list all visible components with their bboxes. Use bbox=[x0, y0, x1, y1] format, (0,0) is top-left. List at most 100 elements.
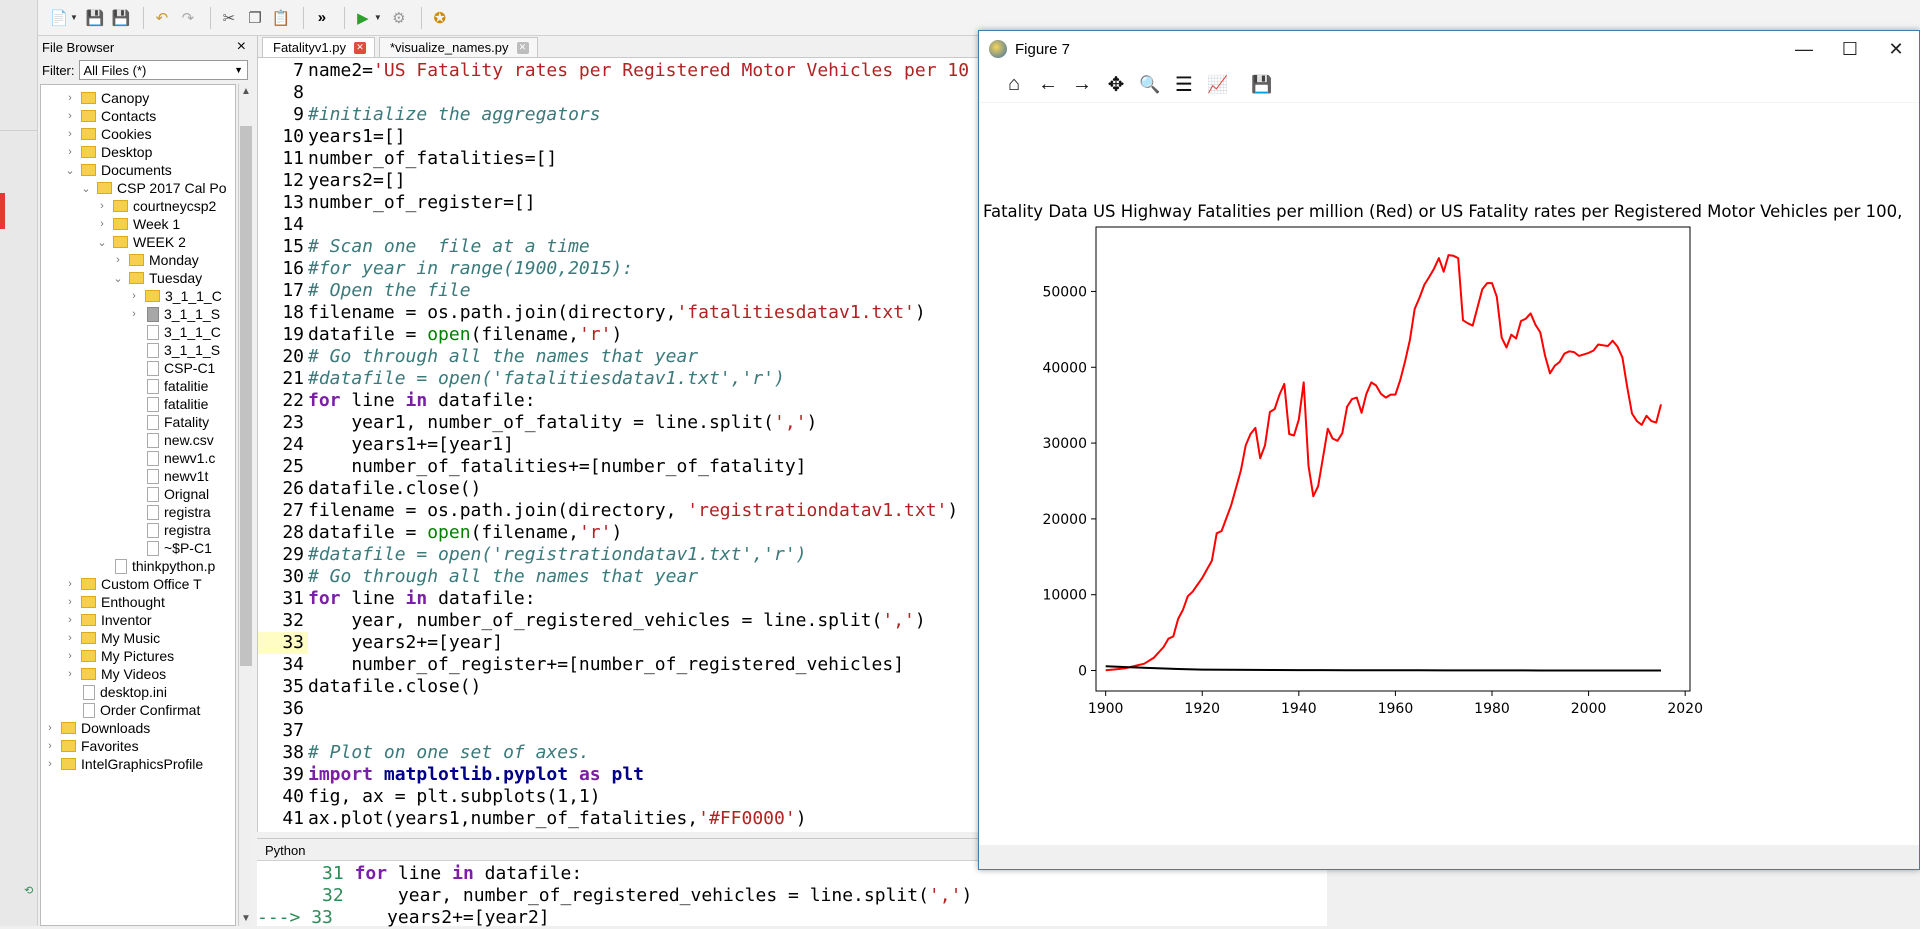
tree-item[interactable]: ⌄ Tuesday bbox=[111, 267, 202, 289]
tree-item[interactable]: › Custom Office T bbox=[63, 573, 201, 595]
tree-item[interactable]: Fatality bbox=[127, 411, 209, 433]
interrupt-kernel-icon[interactable]: ✪ bbox=[433, 9, 447, 27]
tree-item[interactable]: › Canopy bbox=[63, 87, 149, 109]
tree-item[interactable]: › My Music bbox=[63, 627, 160, 649]
scroll-up-icon[interactable]: ▲ bbox=[241, 86, 251, 97]
code-line[interactable]: 33 years2+=[year] bbox=[258, 632, 1328, 654]
close-icon[interactable]: × bbox=[236, 38, 246, 55]
code-line[interactable]: 13 number_of_register=[] bbox=[258, 192, 1328, 214]
tree-item[interactable]: 3_1_1_C bbox=[127, 321, 221, 343]
tree-item[interactable]: registra bbox=[127, 501, 211, 523]
close-tab-icon[interactable]: ✕ bbox=[353, 41, 366, 54]
code-line[interactable]: 8 bbox=[258, 82, 1328, 104]
code-line[interactable]: 39 import matplotlib.pyplot as plt bbox=[258, 764, 1328, 786]
chevron-right-icon[interactable]: › bbox=[116, 254, 120, 266]
code-line[interactable]: 30 # Go through all the names that year bbox=[258, 566, 1328, 588]
forward-arrow-icon[interactable]: → bbox=[1072, 73, 1092, 95]
code-line[interactable]: 31 for line in datafile: bbox=[258, 588, 1328, 610]
tree-item[interactable]: 3_1_1_S bbox=[127, 339, 220, 361]
save-icon[interactable]: 💾 bbox=[111, 9, 131, 27]
tree-item[interactable]: › Favorites bbox=[43, 735, 138, 757]
code-line[interactable]: 28 datafile = open(filename,'r') bbox=[258, 522, 1328, 544]
home-icon[interactable]: ⌂ bbox=[1007, 73, 1021, 95]
chevron-right-icon[interactable]: › bbox=[68, 650, 72, 662]
copy-icon[interactable]: ❐ bbox=[248, 9, 262, 27]
tree-item[interactable]: › 3_1_1_C bbox=[127, 285, 222, 307]
chevron-right-icon[interactable]: › bbox=[48, 722, 52, 734]
scroll-down-icon[interactable]: ▼ bbox=[241, 913, 251, 924]
edit-axis-icon[interactable]: 📈 bbox=[1207, 74, 1229, 94]
tree-item[interactable]: › courtneycsp2 bbox=[95, 195, 216, 217]
tree-item[interactable]: ~$P-C1 bbox=[127, 537, 212, 559]
tree-item[interactable]: ⌄ Documents bbox=[63, 159, 171, 181]
code-line[interactable]: 21 #datafile = open('fatalitiesdatav1.txt… bbox=[258, 368, 1328, 390]
chevron-right-icon[interactable]: › bbox=[100, 218, 104, 230]
code-line[interactable]: 18 filename = os.path.join(directory,'fat… bbox=[258, 302, 1328, 324]
tree-item[interactable]: › Inventor bbox=[63, 609, 151, 631]
tree-item[interactable]: registra bbox=[127, 519, 211, 541]
tree-item[interactable]: new.csv bbox=[127, 429, 214, 451]
tree-item[interactable]: › 3_1_1_S bbox=[127, 303, 220, 325]
plot-canvas[interactable]: Fatality Data US Highway Fatalities per … bbox=[979, 103, 1919, 837]
maximize-icon[interactable]: ☐ bbox=[1841, 38, 1859, 59]
tab-fatalityv1[interactable]: Fatalityv1.py ✕ bbox=[262, 37, 375, 57]
code-line[interactable]: 12 years2=[] bbox=[258, 170, 1328, 192]
chevron-right-icon[interactable]: › bbox=[68, 614, 72, 626]
zoom-icon[interactable]: 🔍 bbox=[1139, 74, 1161, 94]
chevron-down-icon[interactable]: ⌄ bbox=[81, 182, 91, 195]
tree-item[interactable]: ⌄ WEEK 2 bbox=[95, 231, 186, 253]
tree-item[interactable]: › Cookies bbox=[63, 123, 151, 145]
tab-visualize-names[interactable]: *visualize_names.py ✕ bbox=[378, 37, 538, 57]
chevron-down-icon[interactable]: ⌄ bbox=[97, 236, 107, 249]
tree-item[interactable]: desktop.ini bbox=[63, 681, 167, 703]
chevron-down-icon[interactable]: ⌄ bbox=[65, 164, 75, 177]
chevron-right-icon[interactable]: › bbox=[68, 110, 72, 122]
run-dropdown-icon[interactable]: ▼ bbox=[373, 13, 382, 22]
code-line[interactable]: 41 ax.plot(years1,number_of_fatalities,'#… bbox=[258, 808, 1328, 830]
close-icon[interactable]: ✕ bbox=[1888, 38, 1904, 59]
code-line[interactable]: 14 bbox=[258, 214, 1328, 236]
code-line[interactable]: 25 number_of_fatalities+=[number_of_fata… bbox=[258, 456, 1328, 478]
configure-subplots-icon[interactable]: ☰ bbox=[1175, 74, 1193, 96]
code-area[interactable]: 7 name2='US Fatality rates per Registered… bbox=[258, 60, 1328, 832]
tree-item[interactable]: newv1t bbox=[127, 465, 208, 487]
code-line[interactable]: 32 year, number_of_registered_vehicles =… bbox=[258, 610, 1328, 632]
tree-item[interactable]: thinkpython.p bbox=[95, 555, 215, 577]
code-line[interactable]: 20 # Go through all the names that year bbox=[258, 346, 1328, 368]
code-line[interactable]: 9 #initialize the aggregators bbox=[258, 104, 1328, 126]
file-tree-scrollbar[interactable]: ▲ ▼ bbox=[238, 84, 252, 926]
tree-item[interactable]: CSP-C1 bbox=[127, 357, 215, 379]
tree-item[interactable]: › Week 1 bbox=[95, 213, 180, 235]
run-icon[interactable]: ▶ bbox=[357, 9, 369, 27]
tree-item[interactable]: › Downloads bbox=[43, 717, 150, 739]
code-line[interactable]: 17 # Open the file bbox=[258, 280, 1328, 302]
chevron-down-icon[interactable]: ⌄ bbox=[113, 272, 123, 285]
chevron-right-icon[interactable]: › bbox=[68, 578, 72, 590]
code-line[interactable]: 27 filename = os.path.join(directory, 're… bbox=[258, 500, 1328, 522]
code-line[interactable]: 10 years1=[] bbox=[258, 126, 1328, 148]
chevron-right-icon[interactable]: › bbox=[48, 758, 52, 770]
tree-item[interactable]: fatalitie bbox=[127, 375, 208, 397]
close-tab-icon[interactable]: ✕ bbox=[516, 41, 529, 54]
code-line[interactable]: 26 datafile.close() bbox=[258, 478, 1328, 500]
code-line[interactable]: 24 years1+=[year1] bbox=[258, 434, 1328, 456]
chevron-right-icon[interactable]: › bbox=[132, 290, 136, 302]
cut-icon[interactable]: ✂ bbox=[222, 9, 236, 27]
chevron-right-icon[interactable]: › bbox=[68, 632, 72, 644]
chevron-right-icon[interactable]: › bbox=[132, 308, 136, 320]
tree-item[interactable]: › Monday bbox=[111, 249, 199, 271]
redo-icon[interactable]: ↷ bbox=[181, 9, 195, 27]
code-line[interactable]: 38 # Plot on one set of axes. bbox=[258, 742, 1328, 764]
overflow-chevron-icon[interactable]: » bbox=[317, 9, 327, 26]
undo-icon[interactable]: ↶ bbox=[155, 9, 169, 27]
tree-item[interactable]: › Contacts bbox=[63, 105, 156, 127]
code-line[interactable]: 40 fig, ax = plt.subplots(1,1) bbox=[258, 786, 1328, 808]
code-line[interactable]: 22 for line in datafile: bbox=[258, 390, 1328, 412]
new-file-dropdown-icon[interactable]: ▼ bbox=[70, 13, 78, 22]
figure-title-bar[interactable]: Figure 7 — ☐ ✕ bbox=[979, 31, 1919, 67]
code-line[interactable]: 36 bbox=[258, 698, 1328, 720]
tree-item[interactable]: › Desktop bbox=[63, 141, 152, 163]
minimize-icon[interactable]: — bbox=[1795, 38, 1813, 59]
pan-icon[interactable]: ✥ bbox=[1107, 74, 1125, 96]
code-line[interactable]: 16 #for year in range(1900,2015): bbox=[258, 258, 1328, 280]
